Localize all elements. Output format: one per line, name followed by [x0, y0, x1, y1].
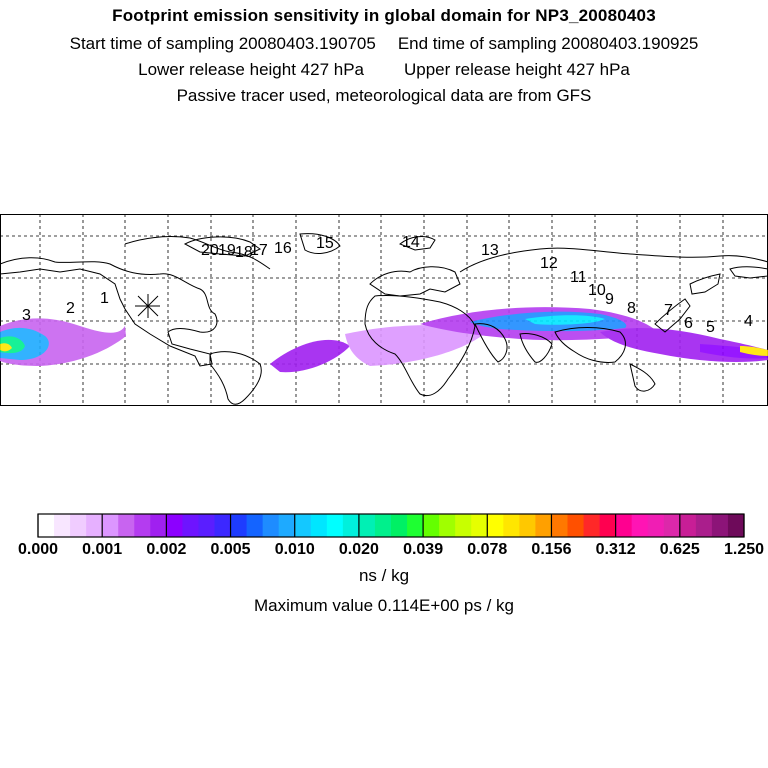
- traj-label-10: 10: [588, 282, 606, 299]
- colorbar-tick-label: 0.001: [82, 541, 122, 558]
- colorbar-swatch: [374, 514, 392, 537]
- colorbar-swatch: [391, 514, 408, 537]
- colorbar-ticks: [37, 514, 745, 537]
- colorbar-swatch: [38, 514, 55, 537]
- colorbar-swatch: [487, 514, 504, 537]
- colorbar-tick-label: 0.000: [18, 541, 58, 558]
- colorbar-swatch: [102, 514, 119, 537]
- traj-label-20: 20: [201, 242, 219, 259]
- colorbar-tick-label: 0.010: [275, 541, 315, 558]
- colorbar-swatch: [54, 514, 71, 537]
- footprint-map: 1 2 3 4 5 6 7 8 9 10 11 12 13 14 15 16 1…: [0, 214, 768, 406]
- colorbar-swatch: [615, 514, 633, 537]
- colorbar-tick-label: 0.156: [531, 541, 571, 558]
- max-value-label: Maximum value 0.114E+00 ps / kg: [253, 596, 514, 615]
- traj-label-17: 17: [250, 242, 268, 259]
- unit-label: ns / kg: [358, 566, 410, 585]
- colorbar-swatch: [246, 514, 264, 537]
- traj-label-14: 14: [402, 234, 420, 251]
- colorbar-swatch: [455, 514, 472, 537]
- colorbar-swatch: [679, 514, 697, 537]
- traj-label-19: 19: [218, 242, 236, 259]
- colorbar-swatch: [503, 514, 520, 537]
- traj-label-6: 6: [684, 315, 693, 332]
- colorbar-swatch: [230, 514, 248, 537]
- colorbar-tick-label: 0.002: [146, 541, 186, 558]
- traj-label-18: 18: [235, 244, 253, 261]
- colorbar-tick-label: 0.078: [467, 541, 507, 558]
- colorbar-swatch: [214, 514, 232, 537]
- traj-label-12: 12: [540, 255, 558, 272]
- colorbar-tick-label: 1.250: [724, 541, 764, 558]
- traj-label-15: 15: [316, 235, 334, 252]
- traj-label-1: 1: [100, 290, 109, 307]
- sampling-time-line: Start time of sampling 20080403.190705 En…: [0, 34, 768, 54]
- colorbar-swatches: [38, 514, 745, 537]
- traj-label-11: 11: [570, 269, 587, 286]
- colorbar-swatch: [663, 514, 681, 537]
- traj-label-9: 9: [605, 291, 614, 308]
- upper-height-label: Upper release height 427 hPa: [404, 60, 630, 79]
- colorbar-swatch: [519, 514, 536, 537]
- release-point-marker: [135, 294, 160, 318]
- colorbar-swatch: [599, 514, 617, 537]
- colorbar-swatch: [471, 514, 488, 537]
- colorbar-swatch: [535, 514, 552, 537]
- traj-label-2: 2: [66, 300, 75, 317]
- colorbar-swatch: [358, 514, 376, 537]
- colorbar-swatch: [118, 514, 135, 537]
- traj-label-13: 13: [481, 242, 499, 259]
- colorbar-tick-label: 0.312: [596, 541, 636, 558]
- colorbar-swatch: [342, 514, 360, 537]
- colorbar-swatch: [262, 514, 280, 537]
- colorbar-swatch: [134, 514, 151, 537]
- colorbar-swatch: [294, 514, 312, 537]
- colorbar-swatch: [711, 514, 729, 537]
- colorbar-swatch: [727, 514, 745, 537]
- colorbar-swatch: [407, 514, 424, 537]
- colorbar-swatch: [551, 514, 568, 537]
- colorbar-swatch: [70, 514, 87, 537]
- colorbar-swatch: [86, 514, 103, 537]
- traj-label-16: 16: [274, 240, 292, 257]
- color-scale-bar: 0.000 0.001 0.002 0.005 0.010 0.020 0.039 0.078…: [18, 513, 764, 558]
- colorbar-swatch: [166, 514, 183, 537]
- traj-label-7: 7: [664, 302, 673, 319]
- colorbar-tick-label: 0.039: [403, 541, 443, 558]
- traj-label-4: 4: [744, 313, 753, 330]
- colorbar-swatch: [567, 514, 585, 537]
- traj-label-5: 5: [706, 319, 715, 336]
- colorbar-swatch: [423, 514, 440, 537]
- emission-plume: [0, 307, 768, 373]
- traj-label-3: 3: [22, 307, 31, 324]
- colorbar-swatch: [439, 514, 456, 537]
- colorbar-swatch: [631, 514, 649, 537]
- figure-title: Footprint emission sensitivity in global…: [112, 6, 656, 25]
- colorbar-swatch: [150, 514, 167, 537]
- colorbar-swatch: [695, 514, 713, 537]
- release-height-line: Lower release height 427 hPa Upper releas…: [0, 60, 768, 80]
- colorbar-swatch: [326, 514, 344, 537]
- colorbar-tick-label: 0.005: [211, 541, 251, 558]
- traj-label-8: 8: [627, 300, 636, 317]
- end-time-label: End time of sampling 20080403.190925: [397, 34, 699, 53]
- coastlines: [0, 233, 768, 405]
- colorbar-tick-label: 0.625: [660, 541, 700, 558]
- colorbar-swatch: [198, 514, 215, 537]
- colorbar-tick-label: 0.020: [339, 541, 379, 558]
- colorbar-swatch: [583, 514, 601, 537]
- colorbar-swatch: [310, 514, 328, 537]
- colorbar-swatch: [278, 514, 296, 537]
- colorbar-swatch: [647, 514, 665, 537]
- start-time-label: Start time of sampling 20080403.190705: [69, 34, 376, 53]
- tracer-note: Passive tracer used, meteorological data…: [176, 86, 592, 105]
- colorbar-swatch: [182, 514, 199, 537]
- lower-height-label: Lower release height 427 hPa: [138, 60, 364, 79]
